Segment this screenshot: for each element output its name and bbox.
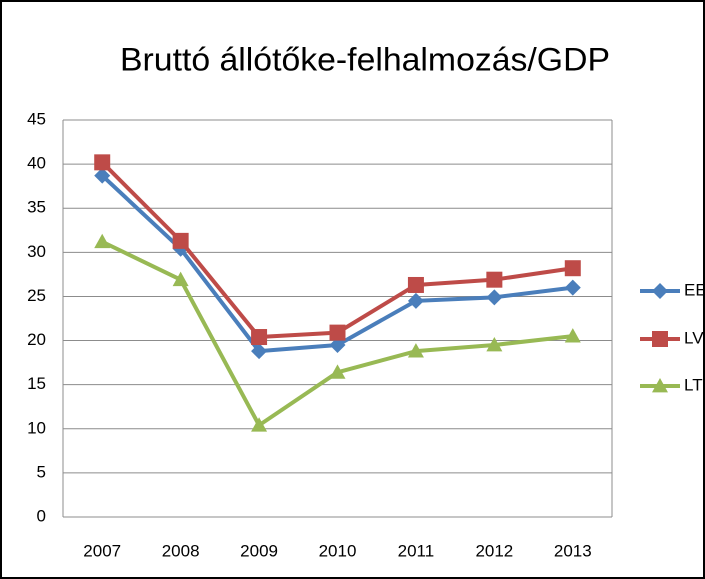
legend-label: LV <box>684 328 704 347</box>
marker <box>652 283 668 299</box>
y-tick-label: 0 <box>37 506 46 525</box>
marker <box>172 232 189 249</box>
marker <box>407 292 424 309</box>
marker <box>652 378 668 393</box>
x-tick-label: 2008 <box>162 541 200 560</box>
legend-label: EE <box>684 280 705 299</box>
marker <box>329 364 346 379</box>
y-tick-label: 25 <box>27 286 46 305</box>
x-tick-label: 2009 <box>240 541 278 560</box>
y-tick-label: 45 <box>27 109 46 128</box>
y-tick-label: 30 <box>27 242 46 261</box>
marker <box>564 328 581 343</box>
marker <box>329 336 346 353</box>
marker <box>486 289 503 306</box>
x-tick-label: 2011 <box>398 541 435 560</box>
x-tick-label: 2013 <box>554 541 592 560</box>
marker <box>251 417 268 432</box>
x-tick-label: 2010 <box>319 541 357 560</box>
marker <box>486 271 503 288</box>
legend-label: LT <box>684 375 703 394</box>
marker <box>652 331 668 347</box>
y-tick-label: 35 <box>27 198 46 217</box>
marker <box>251 329 268 346</box>
marker <box>486 336 503 352</box>
chart-title: Bruttó állótőke-felhalmozás/GDP <box>120 41 610 77</box>
x-tick-label: 2007 <box>83 541 121 560</box>
marker <box>94 233 111 249</box>
marker <box>172 271 189 287</box>
marker <box>329 324 346 341</box>
marker <box>564 260 581 277</box>
marker <box>407 343 424 358</box>
x-tick-label: 2012 <box>475 541 513 560</box>
y-tick-label: 15 <box>27 374 46 393</box>
marker <box>251 343 268 360</box>
y-tick-label: 5 <box>37 462 46 481</box>
marker <box>564 279 581 296</box>
y-tick-label: 20 <box>27 330 46 349</box>
y-tick-label: 10 <box>27 418 46 437</box>
marker <box>407 276 424 293</box>
marker <box>94 154 111 171</box>
y-tick-label: 40 <box>27 154 46 173</box>
marker <box>94 167 111 184</box>
